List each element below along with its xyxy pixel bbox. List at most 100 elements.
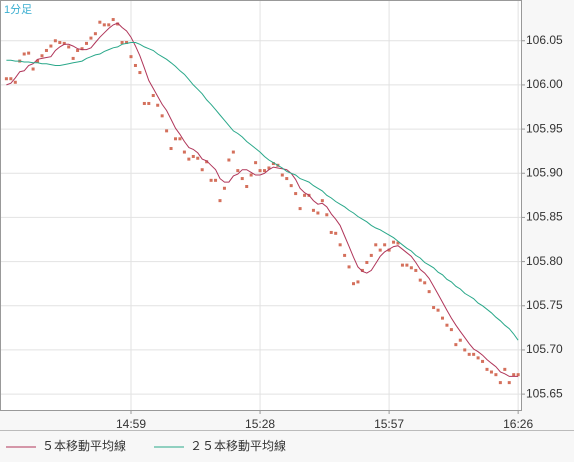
price-dot <box>512 373 516 377</box>
price-dot <box>467 352 471 356</box>
price-dot <box>98 20 102 24</box>
legend-label: ５本移動平均線 <box>42 438 126 453</box>
price-dot <box>254 161 258 165</box>
price-dot <box>289 184 293 188</box>
price-dot <box>71 56 75 60</box>
price-dot <box>138 71 142 75</box>
price-dot <box>263 169 266 173</box>
y-tick-label: 105.85 <box>526 210 563 224</box>
price-dot <box>187 157 191 161</box>
price-dot <box>76 48 80 52</box>
price-dot <box>93 32 97 36</box>
price-dot <box>231 150 235 154</box>
price-dot <box>151 94 155 98</box>
price-dot <box>516 373 520 377</box>
price-dot <box>329 230 333 234</box>
price-dot <box>236 169 240 173</box>
price-dot <box>142 101 146 105</box>
price-dot <box>374 243 378 247</box>
price-dot <box>316 211 320 215</box>
price-dot <box>249 173 253 177</box>
price-dot <box>191 154 195 158</box>
price-dot <box>182 150 186 154</box>
price-dot <box>383 243 387 247</box>
price-dot <box>53 39 57 43</box>
price-dot <box>218 199 222 203</box>
y-tick-label: 105.70 <box>526 342 563 356</box>
price-dot <box>13 80 17 84</box>
y-tick-label: 105.65 <box>526 386 563 400</box>
price-dot <box>22 52 26 56</box>
price-dot <box>454 343 458 347</box>
price-dot <box>298 207 302 211</box>
plot-area <box>0 0 522 411</box>
x-tick-label: 15:28 <box>245 417 275 431</box>
price-dot <box>365 260 369 264</box>
chart-title: 1分足 <box>4 3 32 16</box>
price-dot <box>409 266 413 270</box>
price-dot <box>36 59 40 63</box>
price-dot <box>174 137 177 141</box>
price-dot <box>489 370 493 374</box>
price-dot <box>498 381 502 385</box>
price-dot <box>352 282 355 286</box>
price-dot <box>178 137 182 141</box>
x-tick-label: 14:59 <box>116 417 146 431</box>
price-dot <box>4 77 8 81</box>
y-tick-label: 106.00 <box>526 77 563 91</box>
price-dot <box>196 156 200 160</box>
price-dot <box>347 265 351 269</box>
y-tick-label: 105.75 <box>526 298 563 312</box>
price-dot <box>240 177 244 181</box>
price-dot <box>387 248 391 252</box>
price-dot <box>303 193 307 197</box>
price-dot <box>343 253 347 257</box>
price-dot <box>400 263 404 267</box>
price-dot <box>222 186 226 190</box>
price-dot <box>285 177 289 181</box>
price-dot <box>320 199 324 203</box>
line <box>6 22 519 377</box>
price-dot <box>245 185 249 189</box>
price-dot <box>67 45 71 49</box>
price-dot <box>209 178 213 182</box>
price-dot <box>31 67 35 71</box>
price-dot <box>485 367 489 371</box>
price-dot <box>405 263 409 267</box>
y-tick-label: 105.90 <box>526 165 563 179</box>
price-dot <box>463 348 467 352</box>
price-dot <box>62 41 66 45</box>
price-dot <box>27 51 31 55</box>
price-dot <box>267 166 271 170</box>
price-dot <box>200 168 204 172</box>
price-dot <box>423 281 427 285</box>
price-dot <box>169 147 173 151</box>
price-dot <box>449 328 453 332</box>
price-dot <box>445 323 449 327</box>
price-dot <box>258 169 262 173</box>
price-dot <box>325 213 329 217</box>
price-dot <box>311 208 315 212</box>
price-dot <box>271 162 275 166</box>
price-dot <box>280 173 284 177</box>
price-dot <box>160 114 164 118</box>
price-dot <box>44 48 48 52</box>
price-dot <box>432 306 436 310</box>
price-dot <box>338 243 342 247</box>
price-dot <box>392 240 396 244</box>
x-tick-label: 16:26 <box>503 417 533 431</box>
price-dot <box>227 158 231 162</box>
y-tick-label: 105.80 <box>526 254 563 268</box>
legend-label: ２５本移動平均線 <box>190 438 286 453</box>
price-dot <box>294 192 298 196</box>
price-dot <box>129 55 133 59</box>
line <box>6 42 519 341</box>
price-dot <box>414 268 418 272</box>
price-dot <box>9 77 13 81</box>
price-dot <box>396 241 400 245</box>
price-dot <box>427 290 431 294</box>
price-dot <box>89 36 93 40</box>
price-dot <box>458 338 462 342</box>
price-dot <box>156 103 160 107</box>
price-dot <box>133 63 137 67</box>
